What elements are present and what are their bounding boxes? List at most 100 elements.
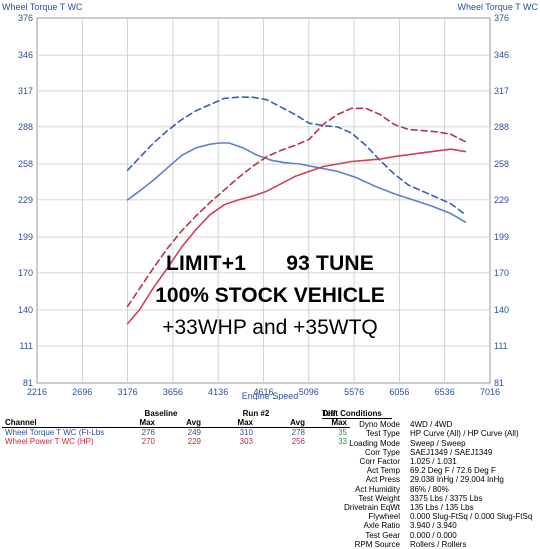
y-tick-label-left: 81 [23, 378, 33, 388]
table-row: Wheel Torque T WC (Ft-Lbs 276 249 310 27… [2, 428, 350, 438]
condition-value: 0.000 Slug-FtSq / 0.000 Slug-FtSq [410, 512, 533, 522]
condition-value: 135 Lbs / 135 Lbs [410, 503, 474, 513]
overlay-line-3: +33WHP and +35WTQ [162, 316, 378, 339]
baseline-header: Baseline [144, 409, 178, 418]
run-avg-header: Avg [290, 418, 305, 427]
condition-row: Corr Factor 1.025 / 1.031 [322, 457, 532, 466]
condition-key: Act Press [365, 475, 400, 485]
condition-value: 1.025 / 1.031 [410, 457, 457, 467]
left-axis-title: Wheel Torque T WC [2, 2, 83, 12]
condition-value: Rollers / Rollers [410, 539, 467, 549]
run2-series-line [126, 96, 467, 216]
test-conditions: Test Conditions Dyno Mode 4WD / 4WD Test T… [322, 409, 532, 549]
condition-value: HP Curve (All) / HP Curve (All) [410, 429, 519, 439]
y-tick-label-right: 317 [494, 86, 509, 96]
y-tick-label-right: 199 [494, 232, 509, 242]
x-tick-label: 5576 [344, 387, 364, 397]
diff-header: Diff [322, 409, 336, 418]
y-tick-label-left: 346 [18, 50, 33, 60]
x-tick-label: 3176 [118, 387, 138, 397]
condition-key: Dyno Mode [359, 420, 400, 430]
condition-key: Act Humidity [355, 484, 400, 494]
condition-key: Corr Factor [359, 457, 400, 467]
row-run-avg: 278 [291, 428, 305, 437]
y-tick-label-left: 258 [18, 159, 33, 169]
condition-key: Flywheel [368, 512, 400, 522]
y-tick-label-left: 170 [18, 268, 33, 278]
x-tick-label: 3656 [163, 387, 183, 397]
condition-key: Drivetrain EqWt [343, 503, 400, 513]
diff-max-header: Max [331, 418, 347, 427]
row-channel: Wheel Power T WC (HP) [5, 437, 94, 446]
y-tick-label-right: 346 [494, 50, 509, 60]
condition-row: Test Gear 0.000 / 0.000 [322, 531, 532, 540]
y-tick-label-right: 376 [494, 13, 509, 23]
row-baseline-avg: 229 [187, 437, 201, 446]
condition-value: 0.000 / 0.000 [410, 530, 457, 540]
y-tick-label-right: 111 [494, 341, 508, 351]
condition-value: 86% / 80% [410, 484, 449, 494]
condition-row: Test Type HP Curve (All) / HP Curve (All) [322, 429, 532, 438]
x-tick-label: 2216 [27, 387, 47, 397]
condition-row: Axle Ratio 3.940 / 3.940 [322, 521, 532, 530]
condition-key: Corr Type [365, 447, 400, 457]
overlay-line-1: LIMIT+1 93 TUNE [0, 252, 540, 276]
condition-row: Dyno Mode 4WD / 4WD [322, 420, 532, 429]
baseline-avg-header: Avg [186, 418, 201, 427]
condition-value: 3.940 / 3.940 [410, 521, 457, 531]
condition-row: Loading Mode Sweep / Sweep [322, 439, 532, 448]
y-tick-label-left: 317 [18, 86, 33, 96]
series-lines [126, 96, 467, 325]
condition-row: Act Humidity 86% / 80% [322, 485, 532, 494]
condition-key: Act Temp [366, 466, 400, 476]
results-table: Baseline Run #2 Diff Channel Max Avg Max… [2, 409, 350, 446]
condition-key: Test Weight [358, 493, 400, 503]
baseline-series-line [126, 142, 467, 223]
condition-row: Drivetrain EqWt 135 Lbs / 135 Lbs [322, 503, 532, 512]
y-tick-label-left: 199 [18, 232, 33, 242]
condition-key: Axle Ratio [363, 521, 400, 531]
condition-value: 4WD / 4WD [410, 420, 453, 430]
condition-value: 3375 Lbs / 3375 Lbs [410, 493, 483, 503]
channel-header: Channel [5, 418, 37, 427]
y-tick-label-right: 288 [494, 122, 509, 132]
y-tick-label-right: 229 [494, 195, 509, 205]
y-tick-label-left: 140 [18, 305, 33, 315]
condition-row: Test Weight 3375 Lbs / 3375 Lbs [322, 494, 532, 503]
condition-row: Act Press 29.038 InHg / 29.004 InHg [322, 475, 532, 484]
condition-row: Act Temp 69.2 Deg F / 72.6 Deg F [322, 466, 532, 475]
results-sub-header: Channel Max Avg Max Avg Max [2, 418, 350, 428]
condition-key: Loading Mode [349, 438, 400, 448]
x-tick-label: 6056 [389, 387, 409, 397]
run2-series-line [126, 107, 467, 308]
run-header: Run #2 [242, 409, 270, 418]
x-tick-label: 7016 [480, 387, 500, 397]
row-run-avg: 256 [291, 437, 305, 446]
table-row: Wheel Power T WC (HP) 270 229 303 256 33 [2, 437, 350, 446]
baseline-max-header: Max [139, 418, 155, 427]
condition-value: 29.038 InHg / 29.004 InHg [410, 475, 504, 485]
row-baseline-max: 276 [141, 428, 155, 437]
x-axis-title: Engine Speed [242, 391, 299, 400]
y-tick-label-right: 258 [494, 159, 509, 169]
overlay-line-2: 100% STOCK VEHICLE [155, 284, 385, 307]
condition-row: RPM Source Rollers / Rollers [322, 540, 532, 549]
condition-row: Flywheel 0.000 Slug-FtSq / 0.000 Slug-FtS… [322, 512, 532, 521]
condition-row: Corr Type SAEJ1349 / SAEJ1349 [322, 448, 532, 457]
dyno-chart: Wheel Torque T WC Wheel Torque T WC 2216… [2, 2, 538, 400]
condition-value: Sweep / Sweep [410, 438, 466, 448]
y-tick-label-right: 170 [494, 268, 509, 278]
x-tick-label: 5096 [299, 387, 319, 397]
row-baseline-max: 270 [141, 437, 155, 446]
conditions-list: Dyno Mode 4WD / 4WD Test Type HP Curve (All… [322, 420, 532, 549]
condition-value: 69.2 Deg F / 72.6 Deg F [410, 466, 496, 476]
row-channel: Wheel Torque T WC (Ft-Lbs [5, 428, 105, 437]
results-group-header: Baseline Run #2 Diff [2, 409, 350, 418]
x-tick-label: 4616 [253, 387, 273, 397]
x-tick-label: 6536 [435, 387, 455, 397]
y-tick-label-left: 111 [19, 341, 33, 351]
overlay-tune: 93 TUNE [286, 252, 375, 275]
conditions-header: Test Conditions [322, 409, 392, 420]
condition-value: SAEJ1349 / SAEJ1349 [410, 447, 493, 457]
row-diff-max: 35 [338, 428, 347, 437]
